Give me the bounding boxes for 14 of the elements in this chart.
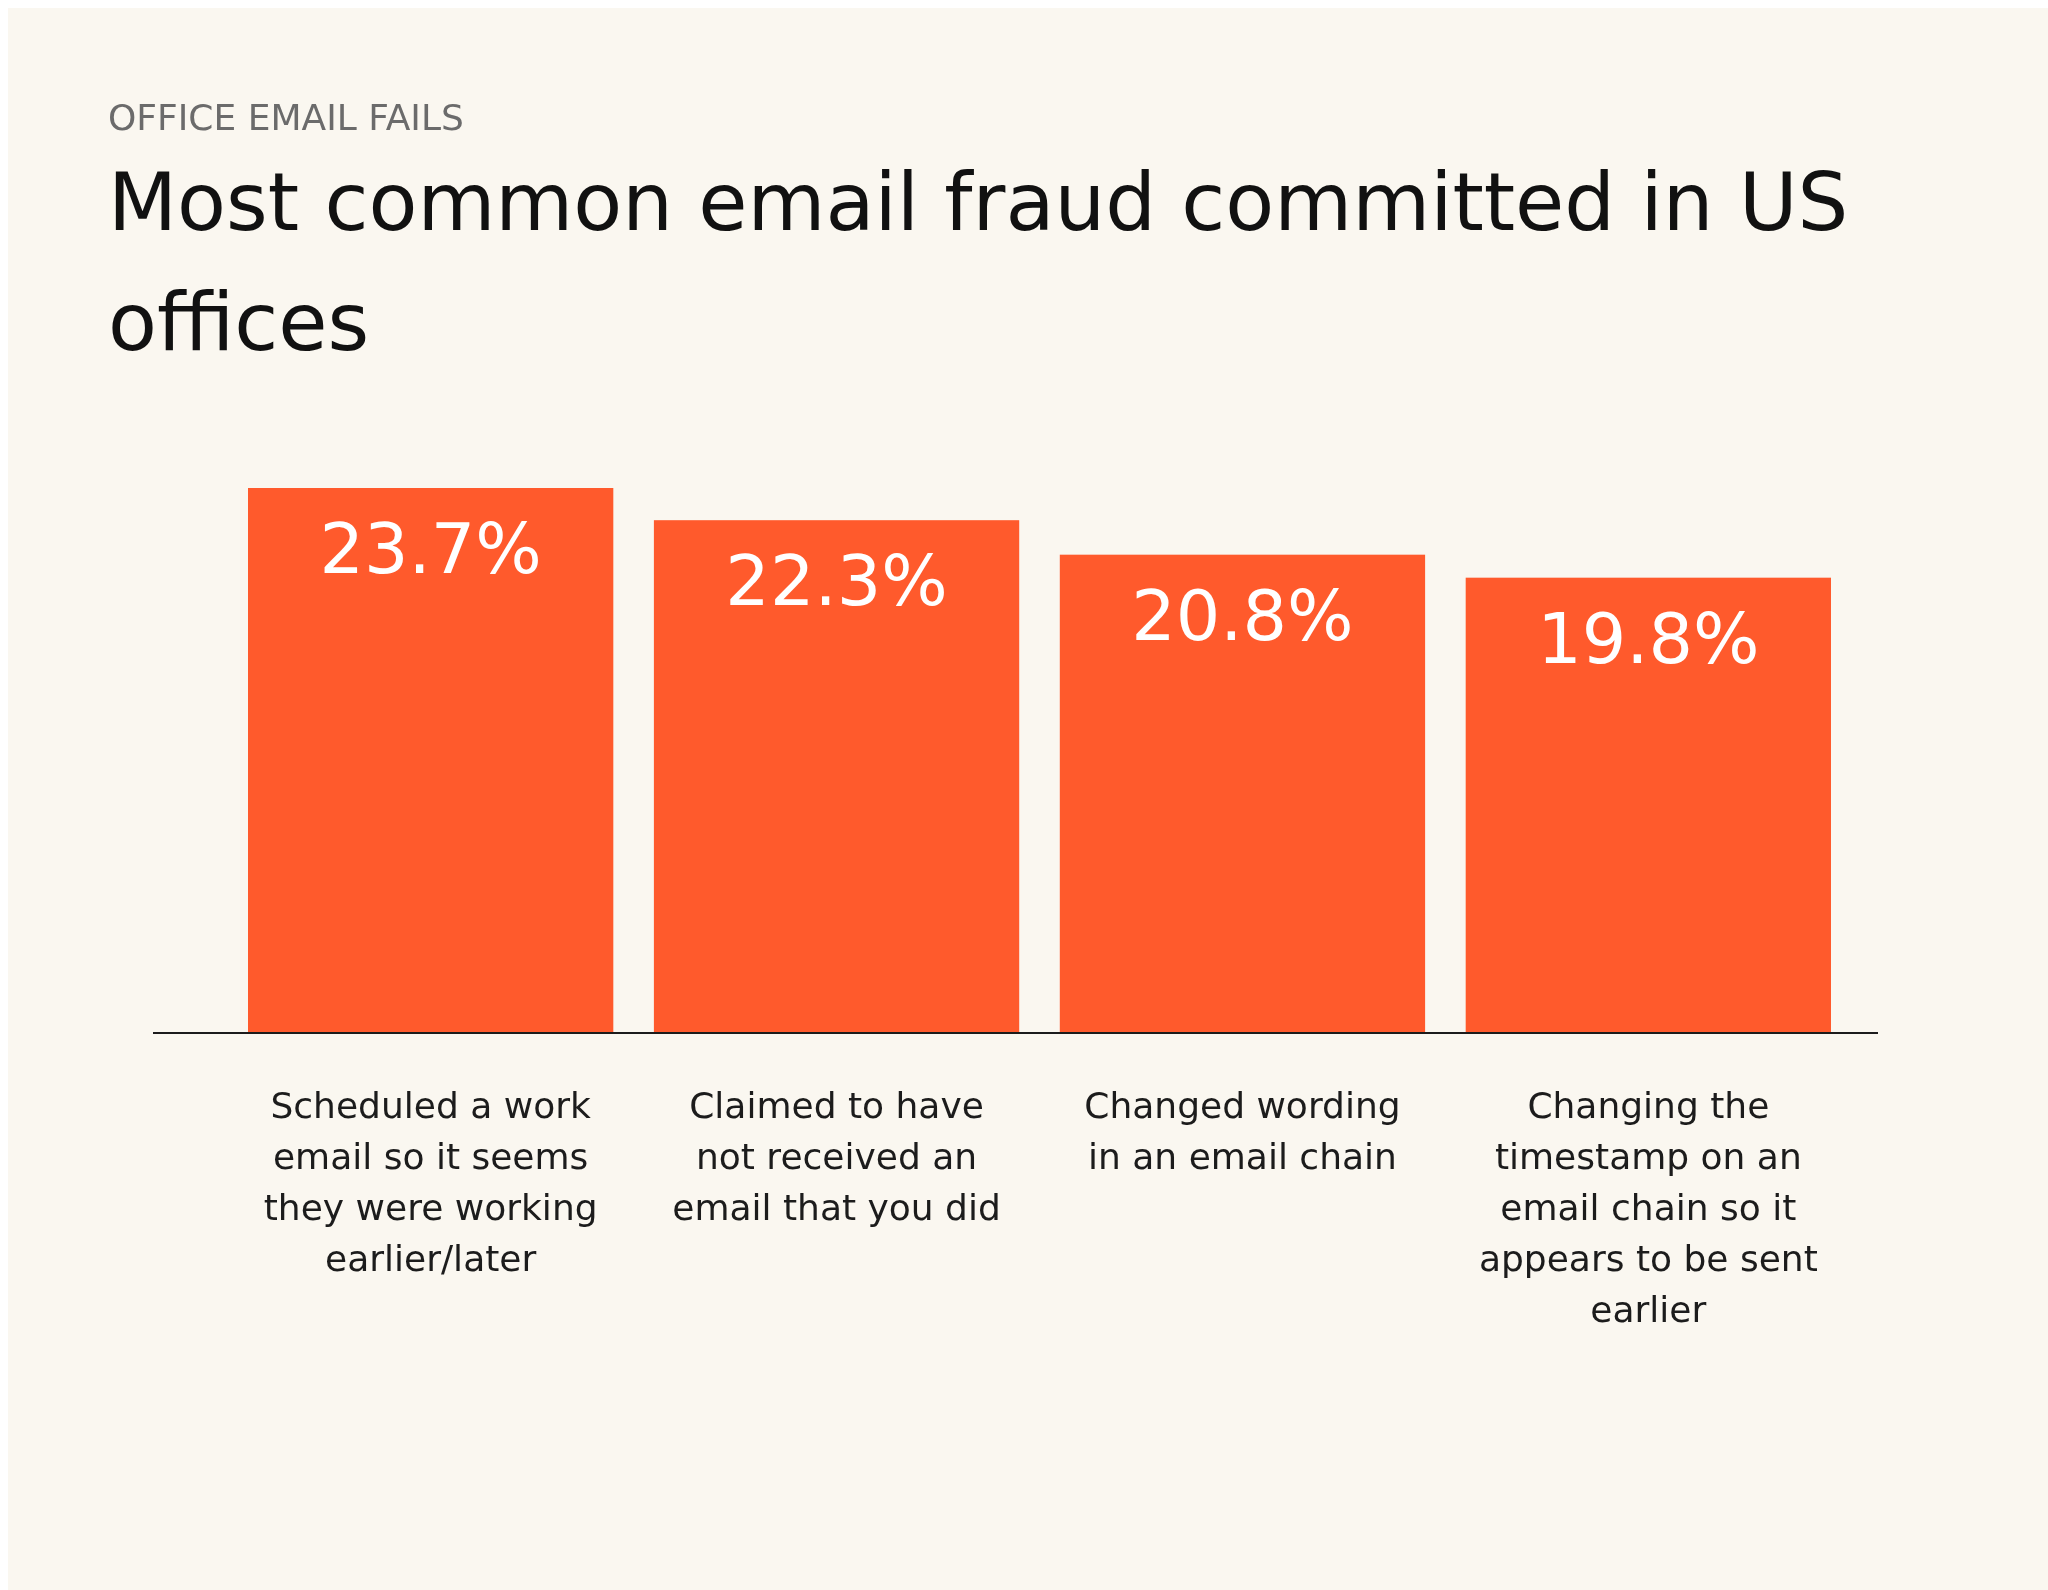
data-label: 22.3% — [725, 540, 948, 623]
x-tick-label: Scheduled a work email so it seems they were working earlier/later — [263, 1085, 598, 1279]
bar — [653, 520, 1020, 1033]
x-tick-label: Changed wording in an email chain — [1084, 1085, 1401, 1177]
x-tick-label: Claimed to have not received an email that you did — [672, 1085, 1001, 1228]
data-label: 19.8% — [1537, 597, 1760, 680]
bar — [1059, 554, 1426, 1033]
data-label: 23.7% — [319, 508, 542, 590]
data-label: 20.8% — [1131, 574, 1354, 657]
bar — [248, 488, 614, 1033]
chart-subtitle: OFFICE EMAIL FAILS — [108, 97, 464, 138]
chart-title: Most common email fraud committed in US offices — [108, 156, 1849, 369]
bar — [1465, 577, 1831, 1033]
x-tick-label: Changing the timestamp on an email chain so it appears to be sent earlier — [1478, 1085, 1818, 1330]
